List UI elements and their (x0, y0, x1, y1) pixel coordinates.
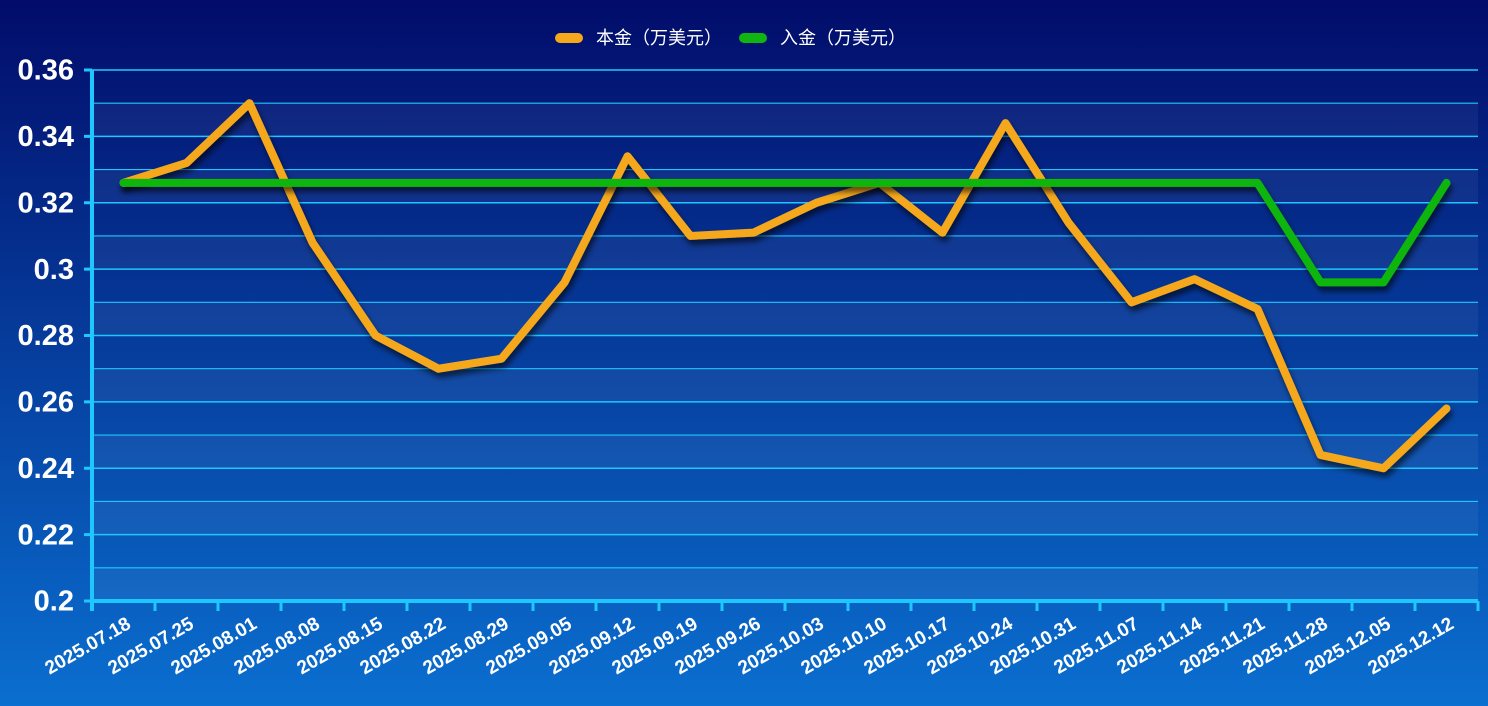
y-tick-label: 0.28 (18, 320, 74, 352)
y-tick-label: 0.32 (18, 187, 74, 219)
y-tick-label: 0.24 (18, 453, 74, 485)
grid-band (92, 435, 1478, 469)
legend-label: 本金（万美元） (596, 28, 722, 48)
grid-band (92, 368, 1478, 402)
y-tick-label: 0.34 (18, 121, 74, 153)
grid-band (92, 235, 1478, 270)
y-tick-label: 0.26 (18, 387, 74, 419)
y-tick-label: 0.3 (34, 254, 74, 286)
y-tick-label: 0.36 (18, 55, 74, 87)
grid-band (92, 567, 1478, 601)
series-line (119, 99, 1451, 473)
grid-band (92, 501, 1478, 535)
y-tick-label: 0.2 (34, 586, 74, 618)
legend-label: 入金（万美元） (780, 28, 906, 48)
y-tick-label: 0.22 (18, 519, 74, 551)
grid-band (92, 103, 1478, 137)
series-line (119, 178, 1451, 287)
